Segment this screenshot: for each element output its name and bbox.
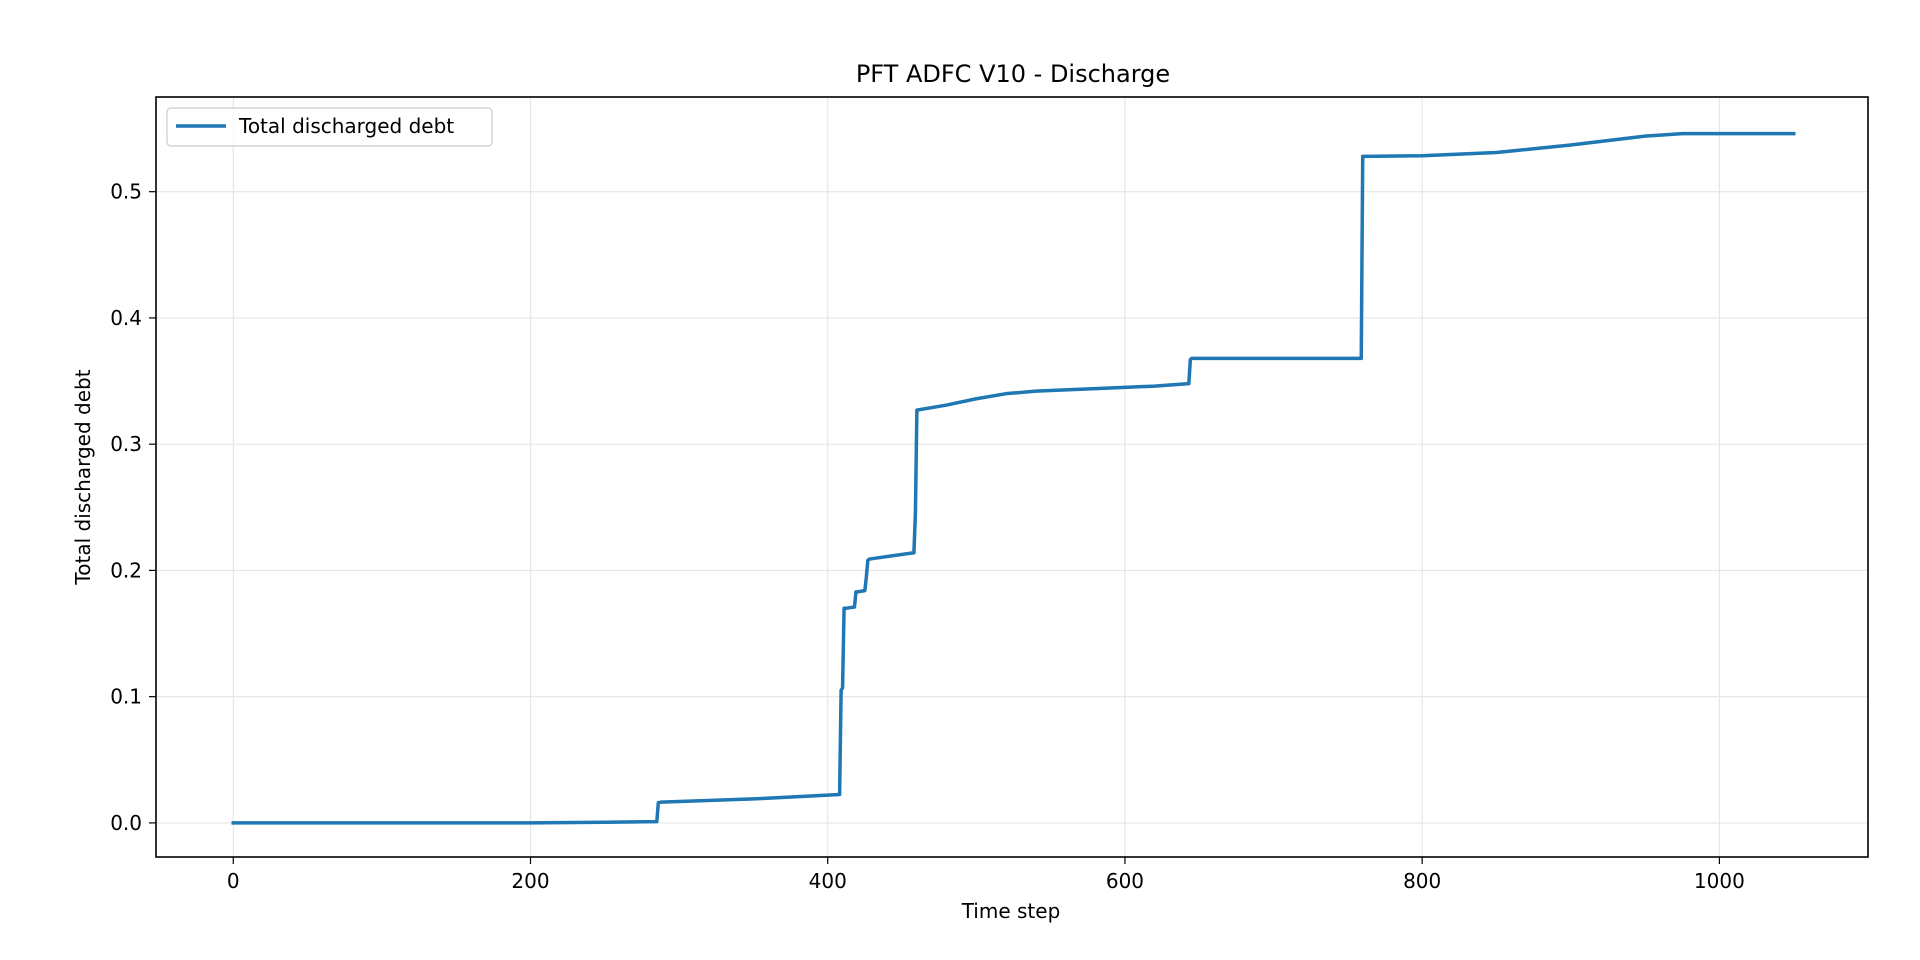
y-tick-label: 0.4: [110, 306, 142, 330]
y-axis-label: Total discharged debt: [71, 369, 95, 585]
grid: [156, 97, 1868, 857]
x-tick-label: 600: [1106, 869, 1144, 893]
y-tick-label: 0.1: [110, 685, 142, 709]
y-tick-label: 0.5: [110, 180, 142, 204]
x-tick-label: 400: [809, 869, 847, 893]
series-layer: [231, 131, 1796, 825]
x-tick-label: 1000: [1694, 869, 1745, 893]
y-tick-label: 0.0: [110, 811, 142, 835]
x-axis-label: Time step: [961, 899, 1061, 923]
x-tick-label: 0: [227, 869, 240, 893]
x-tick-label: 200: [511, 869, 549, 893]
y-tick-label: 0.2: [110, 558, 142, 582]
legend: Total discharged debt: [166, 107, 493, 147]
legend-box: [166, 107, 493, 147]
series-line-0: [231, 131, 1796, 825]
y-tick-label: 0.3: [110, 432, 142, 456]
legend-label: Total discharged debt: [238, 114, 454, 138]
x-tick-label: 800: [1403, 869, 1441, 893]
plot-frame: [155, 96, 1869, 858]
x-axis: 0 200 400 600 800 1000: [227, 857, 1745, 893]
y-axis: 0.0 0.1 0.2 0.3 0.4 0.5: [110, 180, 156, 835]
chart-title: PFT ADFC V10 - Discharge: [856, 60, 1170, 88]
